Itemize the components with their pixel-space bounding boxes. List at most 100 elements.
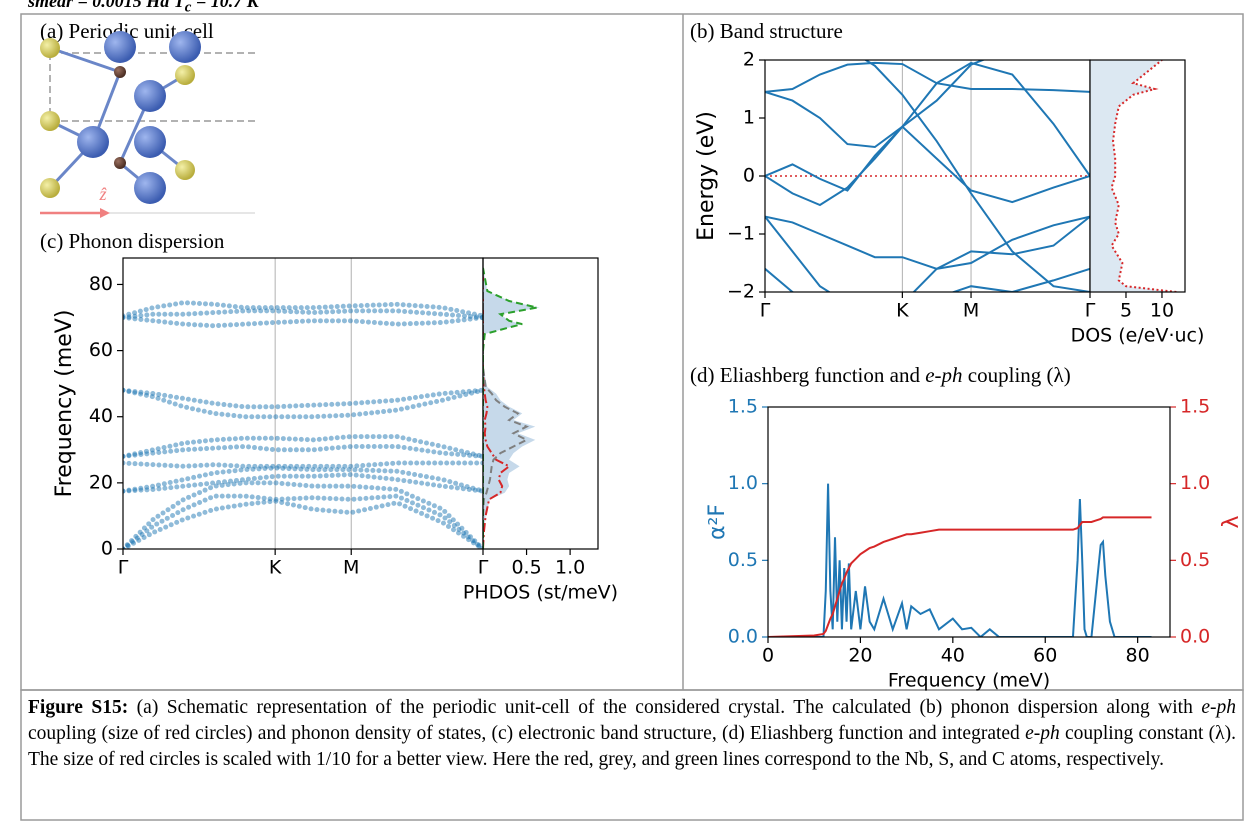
atom-s [175,160,195,180]
y-tick-label: −1 [727,223,755,245]
figure-border [20,13,1244,691]
x-tick-label: K [896,300,909,322]
area [1090,60,1177,292]
y-axis-label: Frequency (meV) [52,310,77,498]
axes-frame [767,406,1171,638]
plot-area [123,258,483,549]
caption-label: Figure S15: [28,697,129,718]
caption-border [20,689,1244,821]
y-axis-label: Energy (eV) [694,111,719,241]
text: coupling constant (λ). The size of red c… [28,723,1236,770]
series-line [765,215,1090,270]
text: c [184,0,192,16]
x-axis-label: PHDOS (st/meV) [463,582,618,604]
panel-label: (c) Phonon dispersion [40,229,225,253]
plot-area [483,267,540,549]
text: coupling (size of red circles) and phono… [28,723,1026,744]
x-tick-label: Γ [1085,300,1096,322]
x-tick-label: 80 [1126,645,1150,667]
bond [49,46,121,74]
atom-c [114,66,126,78]
atom-nb [77,126,109,158]
series-line [765,61,1090,93]
atom-s [40,38,60,58]
series-line [1110,60,1177,292]
axes-frame [1089,59,1186,293]
atom-nb [134,172,166,204]
x-tick-label: 10 [1150,300,1174,322]
unit-cell: ẑ [40,31,255,218]
series-line [123,434,483,459]
plot-area [765,60,1090,292]
x-tick-label: 5 [1120,300,1132,322]
frames [20,13,1244,821]
y-tick-label: 20 [89,471,113,493]
atom-nb [134,80,166,112]
series-line [123,387,483,420]
text: = 0.0015 Ha [73,0,174,11]
x-axis-label: Frequency (meV) [888,670,1050,692]
y-tick-label: 1.5 [728,396,758,418]
text: (a) Schematic representation of the peri… [128,697,1202,718]
x-tick-label: M [963,300,979,322]
x-tick-label: Γ [118,557,129,579]
y2-tick-label: 1.5 [1180,396,1210,418]
x-tick-label: 20 [848,645,872,667]
y-tick-label: −2 [727,281,755,303]
x-axis-label: DOS (e/eV·uc) [1071,325,1205,347]
series-line [123,480,483,549]
axes-frame [482,257,599,550]
x-tick-label: 40 [941,645,965,667]
y2-tick-label: 0.5 [1180,549,1210,571]
series-line [768,483,1152,637]
x-tick-label: Γ [760,300,771,322]
arrow-head [100,208,110,218]
panel-label: (b) Band structure [690,19,843,43]
series-line [483,267,530,549]
atom-nb [134,126,166,158]
y-tick-label: 0 [101,538,113,560]
axis-label: ẑ [98,184,107,204]
caption: Figure S15: (a) Schematic representation… [28,695,1236,773]
panel-label: (d) Eliashberg function and e-ph couplin… [690,363,1071,387]
x-tick-label: 60 [1033,645,1057,667]
series-line [765,125,1090,207]
series-line [123,465,483,494]
y-tick-label: 0.0 [728,626,758,648]
series-line [123,493,483,549]
x-tick-label: 1.0 [555,557,585,579]
y-tick-label: 0 [743,165,755,187]
series-line [123,443,483,459]
series-line [123,300,483,319]
x-tick-label: 0.5 [511,557,541,579]
series-line [483,267,538,549]
series-line [123,472,483,494]
atom-nb [169,31,201,63]
y-tick-label: 1 [743,107,755,129]
text: e-ph [925,363,962,387]
y-tick-label: 2 [743,49,755,71]
y-tick-label: 0.5 [728,549,758,571]
atom-nb [104,31,136,63]
plot-area [768,483,1152,637]
series-line [765,267,1090,292]
header: smear = 0.0015 Ha Tc = 10.7 K [28,0,259,17]
text: coupling (λ) [963,363,1071,387]
text: e-ph [1201,697,1236,718]
y-tick-label: 60 [89,339,113,361]
y-tick-label: 40 [89,405,113,427]
series-line [123,315,483,329]
atom-s [40,111,60,131]
series-line [765,215,1090,292]
x-tick-label: 0 [762,645,774,667]
atom-c [114,157,126,169]
y-axis-label: α²F [705,504,730,540]
y2-tick-label: 0.0 [1180,626,1210,648]
y2-tick-label: 1.0 [1180,472,1210,494]
series-line [765,60,986,192]
series-line [863,60,1090,292]
series-line [768,516,1152,637]
x-tick-label: Γ [478,557,489,579]
y2-axis-label: λ [1219,515,1244,528]
atom-s [40,178,60,198]
